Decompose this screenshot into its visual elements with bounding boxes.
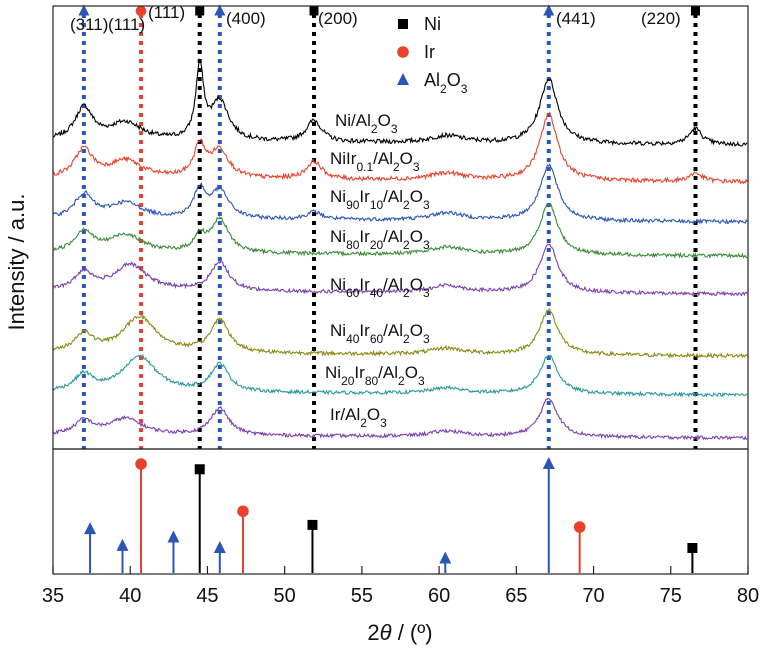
reference-stick-marker: [167, 530, 180, 543]
x-tick-label: 45: [196, 585, 218, 607]
series-label: Ni40Ir60/Al2O3: [330, 321, 430, 346]
series-line: [52, 354, 748, 398]
peak-marker: [214, 4, 226, 16]
series-label: Ni/Al2O3: [335, 111, 398, 136]
legend-label: Ir: [424, 42, 435, 62]
x-tick-label: 55: [351, 585, 373, 607]
series-line: [52, 111, 748, 185]
legend-marker: [397, 73, 409, 85]
series-label: Ni20Ir80/Al2O3: [325, 363, 425, 388]
legend-label: Ni: [424, 14, 441, 34]
x-axis-ticks: 35 40 45 50 55 60 65 70 75 80: [42, 566, 759, 607]
peak-label: (311): [70, 15, 108, 34]
reference-stick-marker: [439, 551, 452, 564]
x-tick-label: 80: [737, 585, 759, 607]
peak-marker: [135, 5, 147, 17]
reference-lines: [81, 14, 698, 449]
reference-stick-marker: [307, 519, 318, 530]
series-line: [52, 397, 748, 441]
reference-stick-marker: [116, 538, 129, 551]
series-line: [52, 58, 748, 147]
reference-stick-marker: [542, 457, 555, 469]
x-tick-label: 65: [505, 585, 527, 607]
series-label: Ni80Ir20/Al2O3: [330, 227, 430, 252]
peak-label: (111): [108, 15, 145, 34]
peak-label: (200): [318, 9, 358, 28]
reference-stick-marker: [194, 464, 205, 475]
legend: Ni Ir Al2O3: [397, 14, 468, 96]
reference-pattern: [84, 457, 698, 573]
series-label: Ni90Ir10/Al2O3: [330, 187, 430, 212]
reference-stick-marker: [237, 505, 249, 518]
x-tick-label: 75: [660, 585, 682, 607]
y-axis-title: Intensity / a.u.: [4, 194, 29, 331]
reference-stick-marker: [213, 541, 226, 553]
series-label: Ni60Ir40/Al2O3: [330, 275, 430, 300]
series-label: Ir/Al2O3: [330, 405, 387, 430]
x-tick-label: 40: [119, 585, 141, 607]
legend-marker: [398, 19, 408, 29]
peak-label: (220): [641, 9, 681, 28]
series-labels: Ni/Al2O3 NiIr0.1/Al2O3 Ni90Ir10/Al2O3 Ni80I…: [325, 111, 430, 430]
x-axis-title: 2θ / (º): [367, 620, 432, 645]
reference-stick-marker: [135, 458, 147, 470]
x-tick-label: 50: [274, 585, 296, 607]
series-line: [52, 203, 748, 259]
peak-marker: [78, 4, 90, 16]
reference-stick-marker: [84, 522, 97, 535]
peak-label: (441): [556, 9, 596, 28]
peak-marker: [690, 6, 700, 16]
reference-stick-marker: [573, 521, 586, 533]
legend-label: Al2O3: [424, 70, 468, 96]
series-line: [52, 243, 748, 298]
bottom-panel-frame: [52, 448, 749, 575]
x-tick-label: 35: [42, 585, 64, 607]
series-line: [52, 163, 748, 225]
peak-label: (400): [226, 9, 266, 28]
series-line: [52, 307, 748, 359]
peak-marker: [309, 6, 319, 16]
peak-label: (111): [148, 3, 185, 22]
x-tick-label: 60: [428, 585, 450, 607]
reference-stick-marker: [687, 543, 698, 553]
x-tick-label: 70: [582, 585, 604, 607]
series-layer: [52, 58, 748, 441]
peak-marker: [543, 4, 555, 16]
peak-labels: (311) (111)(111) (400) (200) (441) (220): [70, 3, 700, 34]
series-label: NiIr0.1/Al2O3: [330, 149, 420, 174]
legend-marker: [397, 46, 409, 58]
peak-marker: [195, 6, 205, 16]
